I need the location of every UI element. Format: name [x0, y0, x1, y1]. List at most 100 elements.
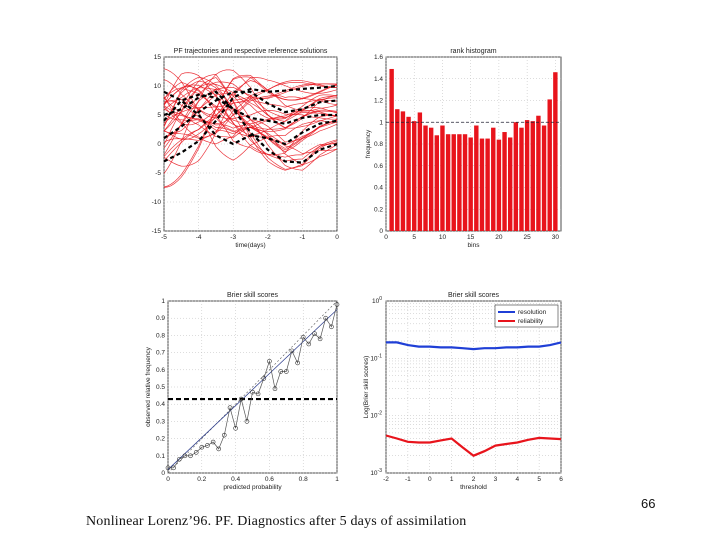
reliability-point — [199, 444, 205, 450]
histogram-bar — [462, 134, 468, 231]
y-tick-label: 100 — [372, 296, 382, 305]
reliability-point — [261, 376, 267, 381]
ensemble-trajectory — [163, 79, 338, 139]
reliability-point — [317, 336, 323, 342]
chart-title: rank histogram — [450, 48, 496, 55]
histogram-bar — [406, 116, 411, 231]
plot-frame — [385, 300, 562, 474]
histogram-bar — [468, 137, 473, 231]
x-tick-label: 0.4 — [231, 476, 240, 483]
reference-trajectory — [163, 90, 338, 140]
histogram-bar — [513, 122, 519, 231]
y-tick-label: 0.3 — [156, 418, 165, 425]
y-tick-label: 0.4 — [156, 401, 165, 408]
ensemble-trajectory — [163, 77, 338, 167]
y-tick-label: 1 — [161, 298, 165, 305]
reliability-point — [250, 389, 255, 395]
x-tick-label: 0.2 — [197, 476, 206, 483]
x-tick-label: 5 — [537, 476, 541, 483]
histogram-bar — [417, 112, 423, 231]
histogram-bar — [457, 134, 462, 231]
reliability-point — [233, 425, 238, 431]
y-tick-label: 0.8 — [156, 332, 165, 339]
y-tick-label: 0.2 — [156, 436, 165, 443]
legend: resolution reliability — [494, 304, 559, 328]
x-axis-label: bins — [468, 242, 481, 249]
y-tick-label: 5 — [157, 112, 161, 119]
reliability-point — [329, 324, 334, 330]
reliability-curve — [168, 304, 338, 469]
x-tick-label: 15 — [467, 234, 475, 241]
x-tick-label: 30 — [552, 234, 560, 241]
reliability-point — [312, 331, 317, 336]
x-tick-label: -3 — [230, 234, 236, 241]
series-line-reliability — [385, 434, 562, 457]
y-tick-label: 1.4 — [374, 76, 383, 83]
perfect-reliability-line — [167, 300, 338, 474]
ensemble-trajectory — [163, 74, 338, 188]
y-tick-label: -5 — [155, 170, 161, 177]
ensemble-trajectory — [163, 113, 338, 153]
histogram-bar — [479, 138, 485, 231]
reliability-point — [295, 360, 300, 366]
chart-title: PF trajectories and respective reference… — [174, 48, 328, 55]
histogram-bar — [524, 120, 530, 231]
histogram-bar — [474, 125, 479, 231]
reliability-point — [284, 369, 289, 374]
x-tick-label: -2 — [265, 234, 271, 241]
x-tick-label: 20 — [495, 234, 503, 241]
pf-trajectories-panel: -5 -4 -3 -2 -1 0 -15 -10 -5 0 5 10 15 PF trajectories… — [140, 42, 355, 262]
x-tick-label: 0.8 — [299, 476, 308, 483]
ensemble-trajectory — [163, 74, 338, 171]
x-tick-label: -5 — [161, 234, 167, 241]
reliability-point — [188, 453, 193, 459]
histogram-bar — [445, 134, 451, 231]
reliability-panel: 0 0.2 0.4 0.6 0.8 1 0 0.1 0.2 0.3 0.4 0.5 0.6 0.7 0.8 0… — [140, 287, 355, 504]
x-tick-label: 1 — [450, 476, 454, 483]
y-tick-exponent: -1 — [378, 353, 383, 359]
x-tick-label: 4 — [515, 476, 519, 483]
ensemble-trajectory — [163, 86, 338, 149]
histogram-bar — [434, 135, 440, 231]
y-tick-label: -15 — [152, 228, 162, 235]
y-tick-label: 0.8 — [374, 141, 383, 148]
reliability-point — [278, 369, 284, 374]
page-number: 66 — [641, 496, 656, 511]
reliability-point — [300, 334, 306, 340]
ensemble-trajectory — [163, 76, 338, 188]
y-tick-label: 10-3 — [370, 468, 382, 477]
x-tick-label: -4 — [196, 234, 202, 241]
x-tick-label: 0 — [384, 234, 388, 241]
ensemble-trajectory — [163, 83, 338, 162]
histogram-bar — [423, 125, 428, 231]
histogram-bar — [395, 109, 400, 231]
reliability-point — [210, 439, 216, 445]
histogram-bar — [491, 127, 496, 231]
legend-label: reliability — [518, 318, 544, 325]
x-tick-label: 0.6 — [265, 476, 274, 483]
ensemble-group — [163, 68, 338, 188]
ensemble-trajectory — [163, 97, 338, 146]
histogram-bar — [553, 72, 558, 231]
y-tick-exponent: -2 — [378, 411, 383, 417]
histogram-bar — [428, 127, 434, 231]
x-tick-label: -1 — [300, 234, 306, 241]
reference-trajectory — [163, 90, 338, 146]
reliability-point — [216, 446, 221, 452]
reliability-point — [323, 315, 328, 321]
reliability-point — [334, 302, 340, 307]
reliability-point — [244, 419, 250, 424]
y-tick-label: 0.4 — [374, 185, 383, 192]
y-tick-label: 1 — [379, 119, 383, 126]
histogram-bar — [389, 68, 394, 232]
x-tick-label: 0 — [166, 476, 170, 483]
reliability-point — [289, 348, 295, 354]
x-tick-label: 1 — [335, 476, 339, 483]
reliability-point — [221, 432, 227, 438]
x-axis-label: predicted probability — [223, 484, 282, 491]
reliability-point — [171, 465, 176, 471]
x-tick-label: 2 — [472, 476, 476, 483]
chart-title: Brier skill scores — [227, 292, 278, 299]
histogram-bar — [496, 139, 502, 231]
